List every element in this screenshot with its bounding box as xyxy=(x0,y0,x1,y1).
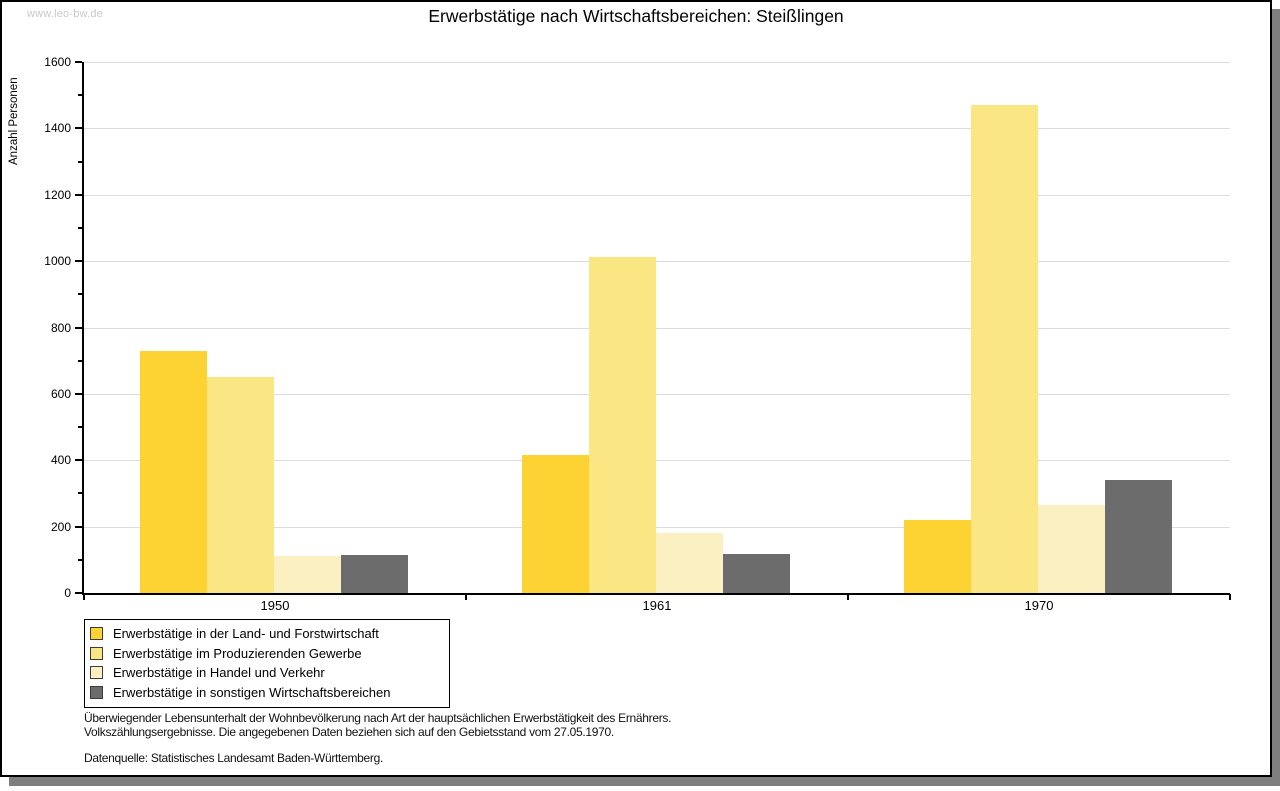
gridline-1200 xyxy=(84,195,1230,196)
y-tick xyxy=(75,194,82,196)
legend-swatch xyxy=(90,685,103,699)
bar xyxy=(589,257,656,593)
y-tick xyxy=(75,592,82,594)
y-tick-label: 1400 xyxy=(44,121,71,135)
y-tick-label: 400 xyxy=(50,453,71,467)
bar xyxy=(656,533,723,593)
y-tick-label: 0 xyxy=(64,586,71,600)
gridline-200 xyxy=(84,527,1230,528)
y-tick xyxy=(75,127,82,129)
footnote-line-1: Überwiegender Lebensunterhalt der Wohnbe… xyxy=(84,711,672,725)
y-tick-label: 1200 xyxy=(44,188,71,202)
data-source: Datenquelle: Statistisches Landesamt Bad… xyxy=(84,751,383,765)
bar xyxy=(723,554,790,593)
bar xyxy=(140,351,207,593)
site-watermark: www.leo-bw.de xyxy=(27,8,103,20)
y-tick xyxy=(75,459,82,461)
legend-item-0: Erwerbstätige in der Land- und Forstwirt… xyxy=(90,624,443,644)
bar xyxy=(971,105,1038,593)
legend-swatch xyxy=(90,666,103,680)
bar xyxy=(1038,505,1105,593)
y-tick-label: 600 xyxy=(50,387,71,401)
gridline-1000 xyxy=(84,261,1230,262)
legend-swatch xyxy=(90,627,103,641)
chart-frame: www.leo-bw.de Erwerbstätige nach Wirtsch… xyxy=(0,0,1272,777)
gridline-600 xyxy=(84,394,1230,395)
x-tick xyxy=(83,594,85,600)
legend: Erwerbstätige in der Land- und Forstwirt… xyxy=(84,619,450,708)
y-tick xyxy=(78,426,82,428)
y-axis-label: Anzahl Personen xyxy=(8,77,20,165)
legend-item-3: Erwerbstätige in sonstigen Wirtschaftsbe… xyxy=(90,683,443,703)
legend-label: Erwerbstätige in Handel und Verkehr xyxy=(113,665,325,681)
legend-label: Erwerbstätige in der Land- und Forstwirt… xyxy=(113,626,379,642)
x-tick xyxy=(1229,594,1231,600)
bar xyxy=(1105,480,1172,593)
legend-label: Erwerbstätige im Produzierenden Gewerbe xyxy=(113,645,362,661)
bar xyxy=(341,555,408,593)
y-tick xyxy=(75,260,82,262)
legend-swatch xyxy=(90,646,103,660)
y-tick-label: 1000 xyxy=(44,254,71,268)
chart-title: Erwerbstätige nach Wirtschaftsbereichen:… xyxy=(428,6,844,26)
bar xyxy=(274,556,341,593)
x-axis-line xyxy=(82,593,1230,595)
y-tick xyxy=(75,526,82,528)
bar xyxy=(904,520,971,593)
y-tick-label: 200 xyxy=(50,520,71,534)
y-tick xyxy=(78,161,82,163)
y-tick xyxy=(78,227,82,229)
bar xyxy=(522,455,589,593)
y-tick xyxy=(78,360,82,362)
gridline-400 xyxy=(84,460,1230,461)
y-tick xyxy=(78,492,82,494)
gridline-1600 xyxy=(84,62,1230,63)
y-tick xyxy=(75,327,82,329)
gridline-800 xyxy=(84,328,1230,329)
legend-label: Erwerbstätige in sonstigen Wirtschaftsbe… xyxy=(113,684,391,700)
y-tick xyxy=(75,393,82,395)
y-tick-label: 1600 xyxy=(44,55,71,69)
y-tick xyxy=(78,94,82,96)
footnote-line-2: Volkszählungsergebnisse. Die angegebenen… xyxy=(84,724,614,739)
x-tick-label: 1970 xyxy=(1024,598,1054,613)
y-axis-line xyxy=(82,62,84,595)
gridline-1400 xyxy=(84,128,1230,129)
x-tick xyxy=(847,594,849,600)
legend-item-2: Erwerbstätige in Handel und Verkehr xyxy=(90,663,443,683)
x-tick xyxy=(465,594,467,600)
y-tick-label: 800 xyxy=(50,321,71,335)
bar xyxy=(207,377,274,593)
footnote: Überwiegender Lebensunterhalt der Wohnbe… xyxy=(84,711,672,766)
x-tick-label: 1961 xyxy=(642,598,672,613)
legend-item-1: Erwerbstätige im Produzierenden Gewerbe xyxy=(90,644,443,664)
y-tick xyxy=(78,293,82,295)
x-tick-label: 1950 xyxy=(260,598,290,613)
y-tick xyxy=(78,559,82,561)
y-tick xyxy=(75,61,82,63)
